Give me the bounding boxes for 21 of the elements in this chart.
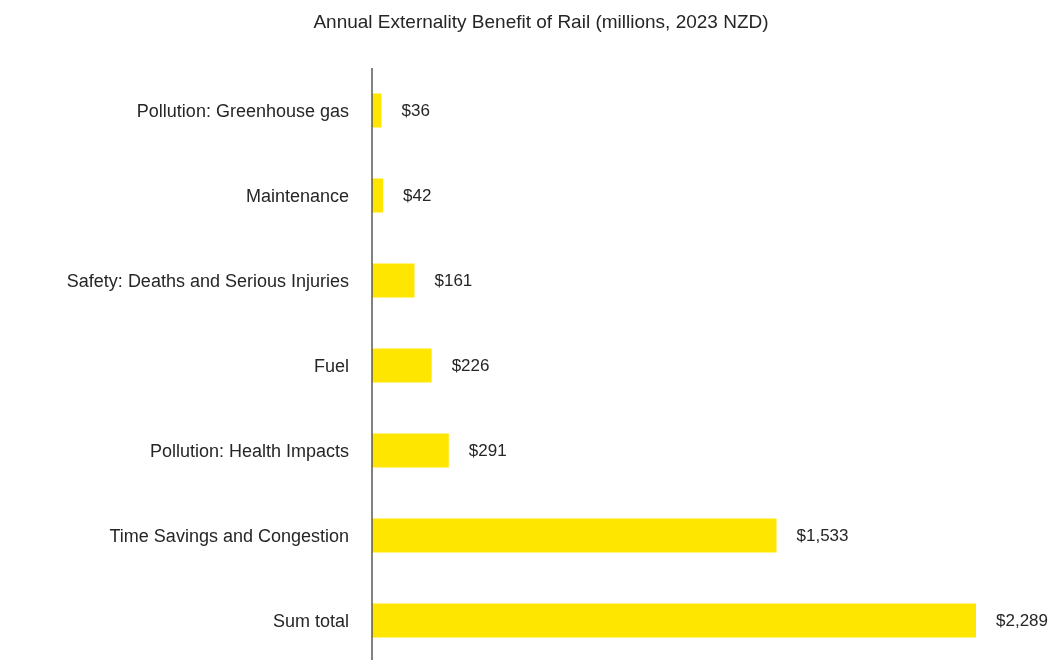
y-tick-label: Pollution: Greenhouse gas [136,100,349,121]
y-tick-label: Time Savings and Congestion [109,525,349,546]
data-label: $291 [468,441,507,460]
y-tick-label: Safety: Deaths and Serious Injuries [66,270,349,291]
data-label: $42 [403,186,432,205]
data-label: $36 [401,101,430,120]
data-label: $226 [451,356,490,375]
bar [372,603,976,638]
bar [372,263,415,298]
y-tick-label: Pollution: Health Impacts [149,440,349,461]
data-label: $1,533 [796,526,849,545]
bar [372,178,384,213]
chart-title: Annual Externality Benefit of Rail (millions, 2023 NZD) [313,11,769,32]
data-label: $161 [434,271,473,290]
bar [372,433,449,468]
bar [372,348,432,383]
bar [372,518,777,553]
y-tick-label: Maintenance [245,185,349,206]
y-tick-label: Fuel [313,355,349,376]
data-label: $2,289 [996,611,1048,630]
y-tick-label: Sum total [272,610,349,631]
